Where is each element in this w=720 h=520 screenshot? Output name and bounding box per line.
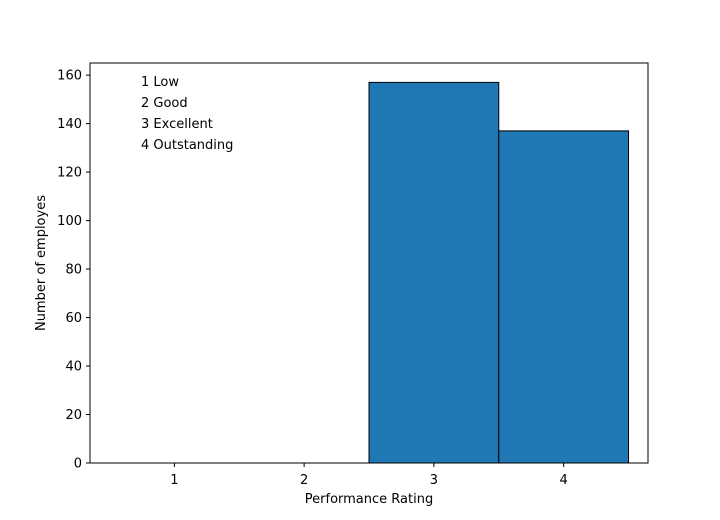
y-tick-label: 20 xyxy=(65,408,82,423)
annotation-4: 4 Outstanding xyxy=(141,138,233,153)
rating-legend-annotations: 1 Low 2 Good 3 Excellent 4 Outstanding xyxy=(141,75,233,153)
y-axis-label: Number of employes xyxy=(34,195,49,331)
y-tick-label: 40 xyxy=(65,360,82,375)
x-tick-label: 4 xyxy=(560,473,568,488)
x-tick-label: 3 xyxy=(430,473,438,488)
bar-rating-3 xyxy=(368,81,500,464)
x-axis-label: Performance Rating xyxy=(305,492,433,507)
x-tick-label: 2 xyxy=(300,473,308,488)
plot-frame xyxy=(89,62,649,464)
y-axis-ticks: 0 20 40 60 80 100 120 140 160 xyxy=(57,69,90,472)
bar-rating-4 xyxy=(498,130,630,464)
y-tick-label: 0 xyxy=(74,457,82,472)
annotation-2: 2 Good xyxy=(141,96,188,111)
y-tick-label: 160 xyxy=(57,69,82,84)
y-tick-label: 100 xyxy=(57,214,82,229)
y-tick-label: 60 xyxy=(65,311,82,326)
annotation-1: 1 Low xyxy=(141,75,179,90)
x-axis-ticks: 1 2 3 4 xyxy=(170,463,568,488)
x-tick-label: 1 xyxy=(170,473,178,488)
bars-group xyxy=(108,81,630,464)
y-tick-label: 80 xyxy=(65,263,82,278)
annotation-3: 3 Excellent xyxy=(141,117,213,132)
y-tick-label: 120 xyxy=(57,166,82,181)
y-tick-label: 140 xyxy=(57,117,82,132)
